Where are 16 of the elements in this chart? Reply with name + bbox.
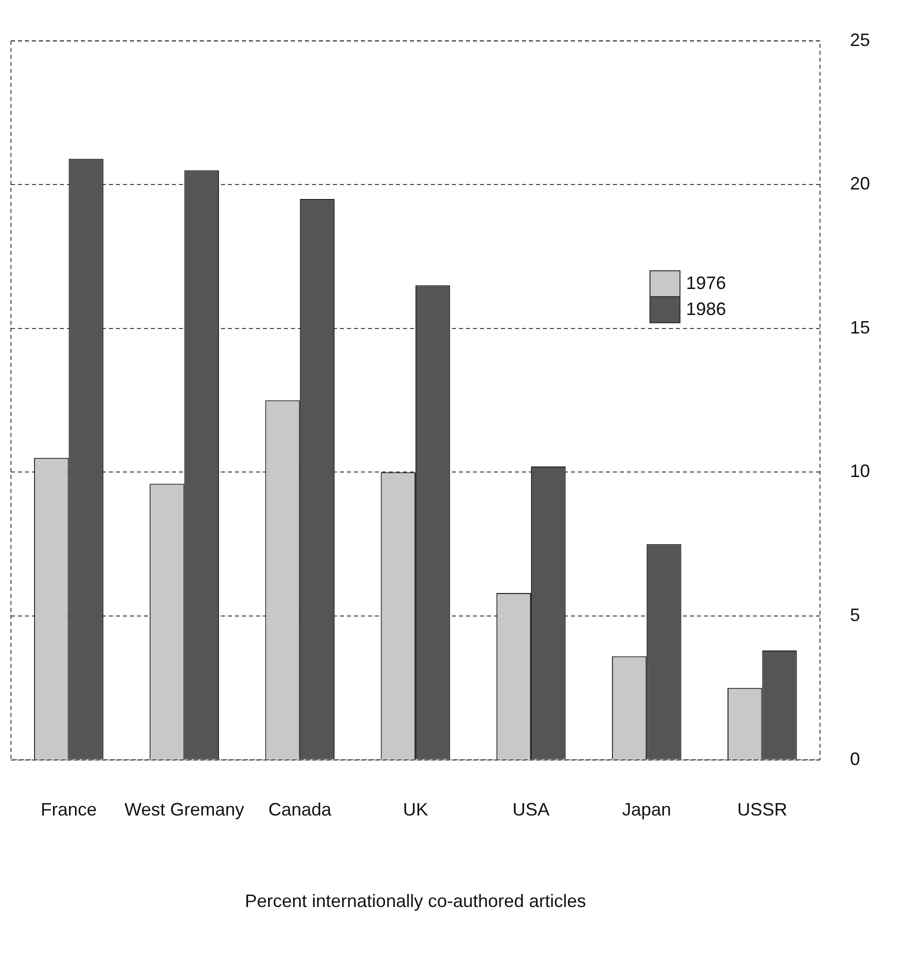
y-tick-label: 25 <box>850 30 870 50</box>
x-tick-label: France <box>40 800 97 820</box>
x-tick-label: USA <box>512 800 550 820</box>
y-tick-label: 15 <box>850 317 870 338</box>
legend-label: 1986 <box>686 298 726 319</box>
y-tick-label: 5 <box>850 604 860 625</box>
x-tick-label: UK <box>402 800 428 820</box>
y-tick-label: 0 <box>850 748 860 769</box>
x-tick-label: USSR <box>737 800 788 820</box>
y-tick-label: 20 <box>850 174 870 194</box>
x-axis-title: Percent internationally co-authored articles <box>244 891 586 912</box>
x-tick-label: Japan <box>622 800 672 820</box>
x-tick-label: West Gremany <box>124 800 244 820</box>
x-tick-label: Canada <box>268 800 332 820</box>
y-tick-label: 10 <box>850 461 870 482</box>
legend-label: 1976 <box>686 272 726 293</box>
